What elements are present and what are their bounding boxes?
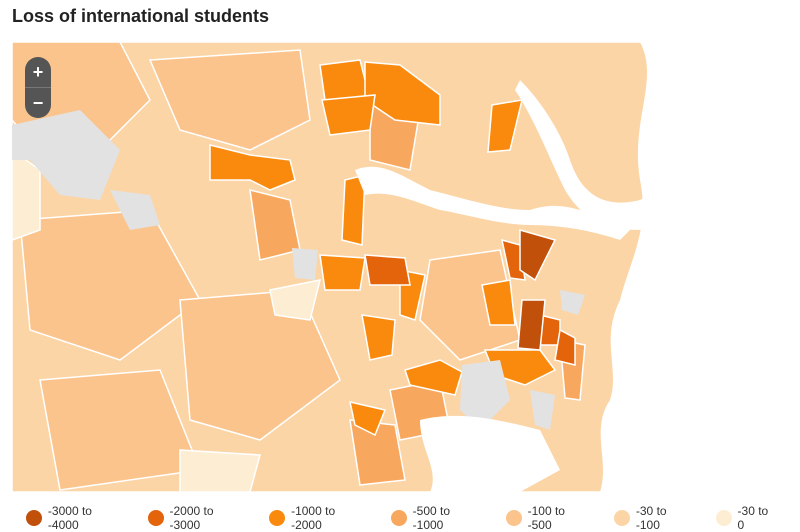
region (269, 279, 322, 321)
park (12, 110, 120, 200)
region (148, 49, 311, 151)
region (554, 328, 576, 366)
legend: -3000 to -4000 -2000 to -3000 -1000 to -20… (26, 504, 800, 532)
legend-swatch (26, 510, 42, 526)
legend-swatch (147, 510, 164, 526)
legend-swatch (390, 510, 407, 526)
region (481, 279, 516, 326)
harbour (355, 166, 630, 240)
legend-swatch (715, 510, 732, 526)
legend-label: -30 to -100 (635, 504, 667, 532)
legend-label: -1000 to -2000 (291, 504, 336, 532)
map (11, 41, 669, 493)
park (460, 360, 510, 430)
region (209, 144, 296, 191)
region (487, 99, 523, 153)
legend-label: -100 to -500 (527, 504, 565, 532)
zoom-out[interactable]: − (25, 88, 51, 118)
region (361, 314, 396, 361)
ocean (600, 42, 668, 492)
legend-item: -2000 to -3000 (147, 504, 248, 532)
legend-label: -2000 to -3000 (169, 504, 214, 532)
region (179, 449, 261, 493)
legend-item: -30 to -100 (613, 504, 694, 532)
region (519, 229, 557, 282)
legend-label: -500 to -1000 (412, 504, 451, 532)
zoom-in[interactable]: + (25, 57, 51, 88)
region (517, 299, 546, 351)
legend-swatch (269, 510, 286, 526)
legend-item: -1000 to -2000 (269, 504, 369, 532)
region (349, 401, 387, 437)
title: Loss of international students (12, 6, 270, 26)
legend-item: -30 to 0 (715, 504, 778, 532)
legend-label: -3000 to -4000 (47, 504, 92, 532)
region (319, 254, 366, 291)
park (292, 248, 318, 280)
park (560, 290, 585, 315)
region (11, 148, 41, 242)
legend-swatch (613, 510, 630, 526)
legend-item: -100 to -500 (505, 504, 592, 532)
park (110, 190, 160, 230)
legend-item: -500 to -1000 (390, 504, 484, 532)
region (404, 359, 463, 396)
legend-swatch (505, 510, 522, 526)
region (321, 94, 376, 136)
legend-item: -3000 to -4000 (26, 504, 126, 532)
region (364, 254, 411, 286)
park (530, 390, 555, 430)
legend-label: -30 to 0 (737, 504, 769, 532)
bay (420, 415, 560, 492)
